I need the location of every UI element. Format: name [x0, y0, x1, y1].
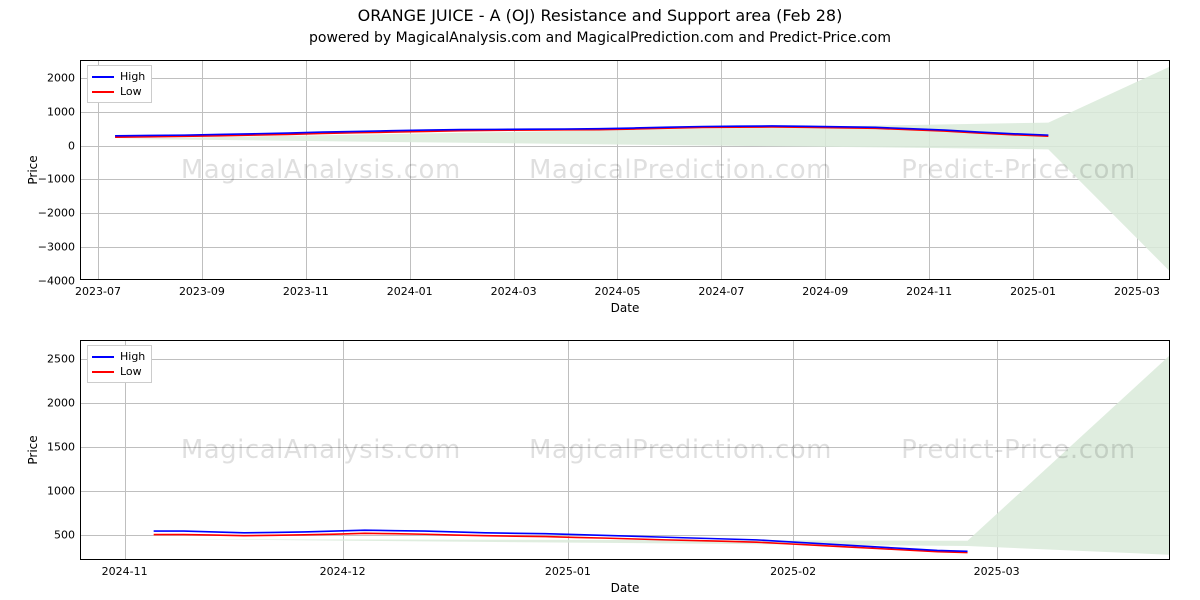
ytick-label: −2000 — [38, 207, 81, 220]
legend-label-high: High — [120, 70, 145, 83]
figure: ORANGE JUICE - A (OJ) Resistance and Sup… — [0, 0, 1200, 600]
legend-swatch-high — [92, 76, 114, 78]
xtick-label: 2025-01 — [1010, 279, 1056, 298]
ytick-label: 1000 — [47, 105, 81, 118]
bottom-ylabel: Price — [26, 435, 40, 464]
legend-label-high: High — [120, 350, 145, 363]
xtick-label: 2024-12 — [320, 559, 366, 578]
xtick-label: 2024-05 — [595, 279, 641, 298]
support-resistance-area — [115, 66, 1169, 272]
ytick-label: −1000 — [38, 173, 81, 186]
xtick-label: 2025-03 — [1114, 279, 1160, 298]
top-panel: MagicalAnalysis.comMagicalPrediction.com… — [80, 60, 1170, 280]
xtick-label: 2025-03 — [974, 559, 1020, 578]
ytick-label: 2000 — [47, 396, 81, 409]
bottom-xlabel: Date — [611, 559, 640, 595]
xtick-label: 2024-11 — [906, 279, 952, 298]
ytick-label: −3000 — [38, 241, 81, 254]
legend-item-low: Low — [92, 364, 145, 379]
xtick-label: 2023-11 — [283, 279, 329, 298]
legend-label-low: Low — [120, 85, 142, 98]
xtick-label: 2024-11 — [102, 559, 148, 578]
xtick-label: 2024-09 — [802, 279, 848, 298]
legend-swatch-low — [92, 91, 114, 93]
plot-svg — [81, 61, 1169, 279]
chart-subtitle: powered by MagicalAnalysis.com and Magic… — [0, 30, 1200, 46]
xtick-label: 2025-02 — [770, 559, 816, 578]
xtick-label: 2024-07 — [698, 279, 744, 298]
legend-swatch-low — [92, 371, 114, 373]
ytick-label: 2000 — [47, 71, 81, 84]
support-resistance-area — [154, 354, 1169, 555]
ytick-label: 1000 — [47, 484, 81, 497]
ytick-label: 1500 — [47, 440, 81, 453]
legend-item-high: High — [92, 69, 145, 84]
bottom-panel: MagicalAnalysis.comMagicalPrediction.com… — [80, 340, 1170, 560]
bottom-plot-area: MagicalAnalysis.comMagicalPrediction.com… — [81, 341, 1169, 559]
top-legend: High Low — [87, 65, 152, 103]
xtick-label: 2023-07 — [75, 279, 121, 298]
top-plot-area: MagicalAnalysis.comMagicalPrediction.com… — [81, 61, 1169, 279]
xtick-label: 2024-01 — [387, 279, 433, 298]
legend-item-high: High — [92, 349, 145, 364]
legend-label-low: Low — [120, 365, 142, 378]
chart-title: ORANGE JUICE - A (OJ) Resistance and Sup… — [0, 6, 1200, 25]
xtick-label: 2024-03 — [491, 279, 537, 298]
legend-swatch-high — [92, 356, 114, 358]
xtick-label: 2023-09 — [179, 279, 225, 298]
xtick-label: 2025-01 — [545, 559, 591, 578]
plot-svg — [81, 341, 1169, 559]
ytick-label: 500 — [54, 528, 81, 541]
ytick-label: 2500 — [47, 352, 81, 365]
bottom-legend: High Low — [87, 345, 152, 383]
ytick-label: 0 — [68, 139, 81, 152]
legend-item-low: Low — [92, 84, 145, 99]
